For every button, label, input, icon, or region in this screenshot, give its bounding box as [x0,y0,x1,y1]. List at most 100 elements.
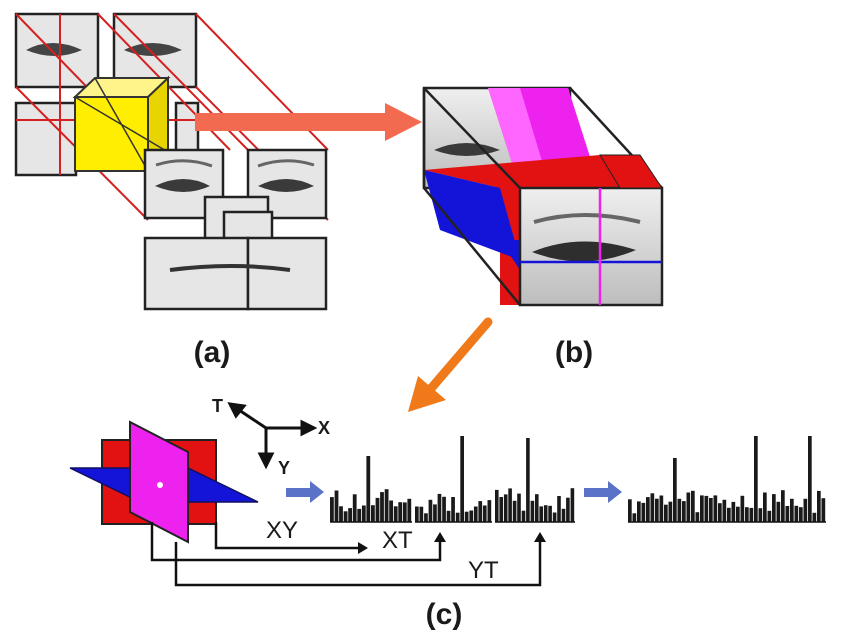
histogram-bar [335,491,339,523]
histogram-bar [691,491,695,522]
histogram-bar [696,512,700,522]
histogram-bar [745,507,749,522]
panel-c-planes [70,422,258,542]
back-frame-left-eye [16,14,98,87]
histogram-bar [571,488,575,522]
histogram-bar [754,436,758,522]
histogram-bar [637,501,641,522]
histogram-bar [669,502,673,522]
histogram-bar [566,498,570,522]
histogram-bar [460,436,464,522]
flow-arrow-2 [584,481,622,503]
histogram-bar [646,497,650,522]
histograms [330,436,826,522]
histogram-bar [469,511,473,523]
histogram-bar [548,506,552,522]
label-c: (c) [426,598,463,631]
histogram-bar [651,493,655,522]
histogram-bar [499,497,503,522]
histogram-bar [822,498,826,522]
histogram-bar [539,506,543,522]
histogram-bar [786,506,790,522]
histogram-bar [451,497,455,522]
histogram-bar [633,513,637,522]
feature-arrow-icon [195,103,422,141]
axis-triad [230,404,314,466]
histogram-bar [407,499,411,522]
histogram-bar [357,509,361,522]
label-a: (a) [194,336,231,369]
histogram-bar [483,506,487,523]
plane-xy-label: XY [266,517,298,544]
histogram-bar [562,509,566,522]
histogram-bar [371,505,375,522]
histogram-bar [813,513,817,522]
histogram-bar [465,512,469,522]
histogram-bar [705,496,709,522]
histogram-bar [660,496,664,523]
histogram-bar [727,508,731,522]
histogram-bar [682,501,686,522]
back-frame-right-eye [114,14,196,87]
histogram-bar [517,494,521,522]
histogram-yt [495,438,575,522]
histogram-bar [380,492,384,522]
histogram-bar [750,508,754,522]
histogram-bar [389,501,393,523]
histogram-bar [799,507,803,522]
histogram-bar [736,507,740,522]
histogram-bar [700,495,704,522]
histogram-bar [478,501,482,522]
axis-t-label: T [212,396,223,416]
histogram-bar [474,507,478,523]
histogram-bar [732,502,736,522]
histogram-bar [415,507,419,523]
histogram-bar [424,513,428,522]
histogram-bar [394,506,398,522]
histogram-bar [628,499,632,522]
histogram-bar [330,497,334,522]
histogram-bar [709,498,713,522]
histogram-bar [664,505,668,522]
histogram-bar [353,494,357,522]
histogram-bar [741,496,745,522]
flow-arrow-1 [286,481,324,503]
histogram-bar [522,511,526,522]
plane-yt-label: YT [468,557,499,584]
histogram-bar [339,506,343,522]
histogram-bar [456,513,460,522]
histogram-bar [763,493,767,523]
histogram-bar [362,506,366,523]
histogram-bar [438,494,442,522]
histogram-bar [817,491,821,522]
histogram-bar [433,504,437,522]
axis-y-label: Y [278,458,290,478]
histogram-bar [655,499,659,522]
histogram-bar [808,436,812,522]
histogram-bar [495,490,499,522]
histogram-bar [768,511,772,522]
histogram-bar [403,502,407,522]
histogram-bar [447,511,451,522]
histogram-bar [777,502,781,522]
histogram-bar [781,490,785,522]
histogram-bar [429,500,433,522]
histogram-bar [504,494,508,522]
histogram-bar [385,489,389,522]
histogram-bar [376,498,380,522]
histogram-bar [526,438,530,522]
histogram-bar [772,494,776,522]
histogram-bar [531,501,535,522]
histogram-bar [488,500,492,522]
histogram-bar [366,456,370,522]
histogram-bar [420,507,424,522]
histogram-bar [678,499,682,522]
histogram-bar [723,500,727,522]
histogram-bar [642,503,646,522]
histogram-xy [330,456,412,522]
front-frame-mouth [145,238,326,309]
panel-b-volume [424,88,662,305]
histogram-xt [415,436,492,522]
histogram-bar [718,503,722,522]
